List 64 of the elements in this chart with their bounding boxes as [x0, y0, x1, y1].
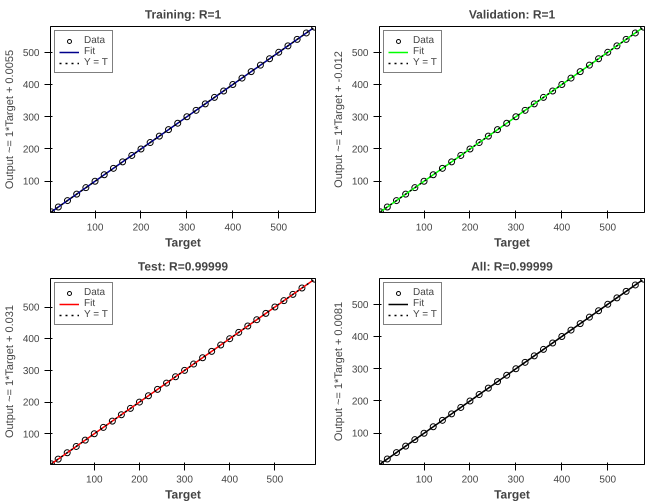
x-tick-label: 100 — [416, 474, 433, 486]
x-tick-label: 200 — [462, 222, 479, 234]
y-tick-label: 100 — [352, 428, 369, 440]
x-tick-label: 400 — [221, 474, 239, 486]
legend-label: Fit — [413, 298, 426, 309]
y-tick-label: 400 — [352, 332, 369, 344]
x-tick-label: 400 — [553, 222, 571, 234]
x-tick-label: 100 — [416, 222, 433, 234]
chart-title: Training: R=1 — [144, 8, 222, 22]
legend-label: Y = T — [413, 57, 437, 68]
x-tick-label: 300 — [176, 474, 194, 486]
y-tick-label: 400 — [352, 80, 369, 92]
x-tick-label: 300 — [508, 474, 525, 486]
x-tick-label: 100 — [86, 474, 104, 486]
chart-title: Validation: R=1 — [468, 8, 556, 22]
y-tick-label: 100 — [22, 429, 40, 440]
y-axis-title: Output ~= 1*Target + 0.0055 — [4, 50, 16, 190]
x-tick-label: 500 — [270, 222, 288, 234]
legend-label: Data — [84, 287, 106, 298]
x-tick-label: 100 — [86, 222, 104, 234]
x-tick-label: 400 — [553, 474, 571, 486]
y-tick-label: 300 — [22, 366, 40, 377]
y-tick-label: 200 — [352, 396, 369, 408]
x-axis-title: Target — [165, 236, 201, 250]
legend-label: Y = T — [413, 309, 437, 320]
y-tick-label: 400 — [22, 334, 40, 346]
x-tick-label: 500 — [599, 222, 617, 234]
x-tick-label: 200 — [462, 474, 479, 486]
y-tick-label: 400 — [22, 80, 40, 92]
y-tick-label: 200 — [352, 144, 369, 156]
y-axis-title: Output ~= 1*Target + 0.0081 — [332, 302, 345, 442]
chart-title: All: R=0.99999 — [471, 260, 554, 274]
x-tick-label: 200 — [131, 474, 148, 486]
legend-label: Fit — [84, 298, 96, 309]
y-tick-label: 300 — [352, 112, 369, 124]
x-axis-title: Target — [494, 236, 530, 250]
legend-label: Data — [413, 35, 434, 46]
x-tick-label: 300 — [508, 222, 525, 234]
y-tick-label: 300 — [352, 364, 369, 376]
x-axis-title: Target — [494, 488, 530, 502]
legend-label: Data — [413, 287, 434, 298]
y-tick-label: 500 — [352, 300, 369, 311]
legend-label: Y = T — [84, 309, 108, 320]
legend-label: Data — [84, 35, 106, 46]
x-tick-label: 500 — [599, 474, 617, 486]
y-tick-label: 500 — [352, 48, 369, 59]
y-axis-title: Output ~= 1*Target + 0.031 — [4, 304, 16, 438]
x-tick-label: 200 — [132, 222, 150, 234]
y-tick-label: 300 — [22, 112, 40, 124]
x-axis-title: Target — [165, 488, 201, 502]
x-tick-label: 500 — [266, 474, 284, 486]
legend-label: Fit — [413, 46, 426, 57]
y-tick-label: 100 — [352, 176, 369, 188]
y-axis-title: Output ~= 1*Target + -0.012 — [332, 51, 345, 188]
chart-title: Test: R=0.99999 — [138, 260, 228, 274]
y-tick-label: 200 — [22, 144, 40, 156]
y-tick-label: 200 — [22, 398, 40, 409]
x-tick-label: 300 — [178, 222, 196, 234]
x-tick-label: 400 — [224, 222, 242, 234]
y-tick-label: 500 — [22, 302, 40, 314]
y-tick-label: 100 — [22, 176, 40, 188]
legend-label: Y = T — [84, 57, 108, 68]
y-tick-label: 500 — [22, 48, 40, 59]
legend-label: Fit — [84, 46, 96, 57]
